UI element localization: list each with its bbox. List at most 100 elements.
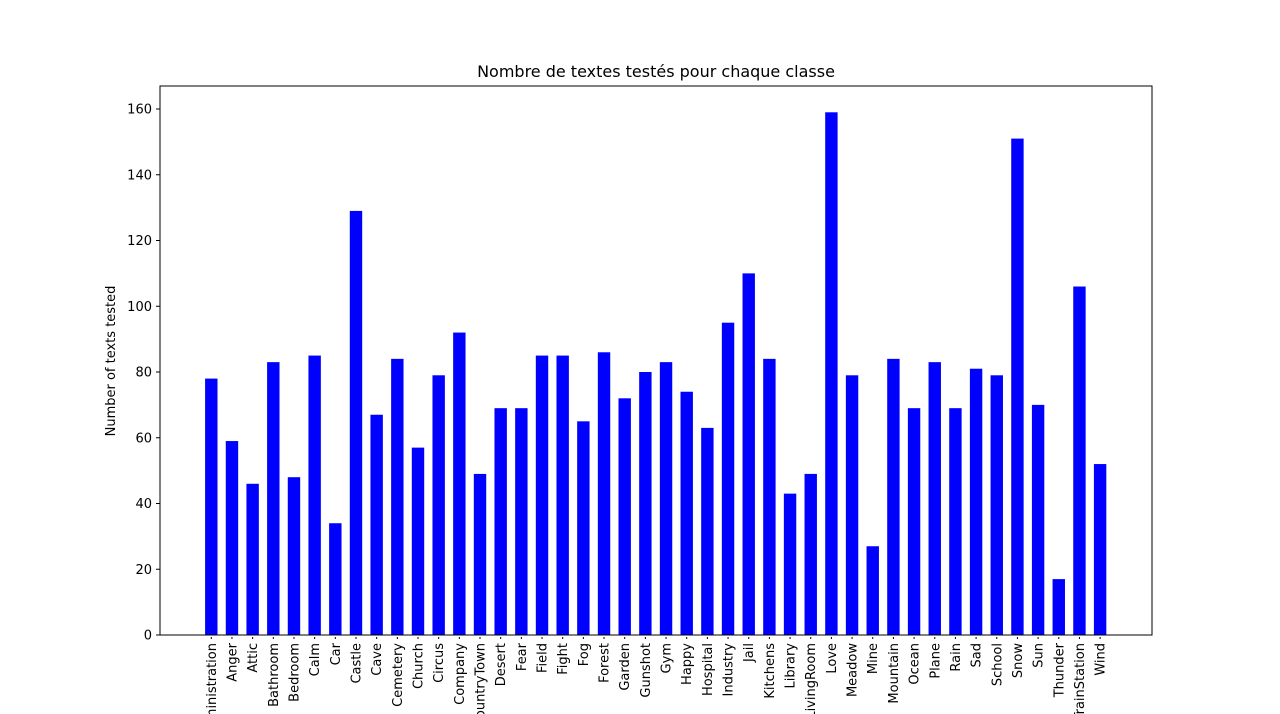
bar-castle	[349, 210, 363, 636]
x-tick-label: Hospital	[701, 643, 716, 696]
x-tick-label: Ocean	[908, 643, 923, 685]
bar-fight	[556, 355, 569, 635]
bar-sun	[1031, 404, 1045, 635]
bar-car	[329, 523, 342, 635]
y-tick-label: 0	[144, 629, 152, 644]
x-tick-label: Cave	[370, 643, 385, 676]
x-tick-label: Mountain	[887, 643, 902, 704]
bar-gym	[659, 362, 673, 635]
bar-bathroom	[267, 362, 280, 635]
y-tick-label: 100	[127, 300, 152, 315]
x-tick-label: Car	[329, 642, 344, 665]
x-tick-label: Circus	[432, 643, 447, 683]
bar-field	[535, 355, 549, 635]
x-tick-label: TrainStation	[1073, 643, 1088, 714]
bar-love	[825, 112, 838, 636]
bar-cave	[370, 414, 383, 635]
bar-administration	[205, 378, 218, 635]
x-tick-label: Company	[453, 643, 468, 705]
x-tick-label: LivingRoom	[804, 643, 819, 714]
bar-trainstation	[1073, 286, 1086, 635]
bar-sad	[969, 368, 983, 635]
bar-bedroom	[287, 477, 301, 635]
x-tick-label: Meadow	[846, 643, 861, 697]
bar-school	[990, 375, 1003, 635]
x-tick-label: Forest	[598, 643, 613, 683]
bar-wind	[1093, 464, 1107, 635]
y-tick-label: 60	[135, 431, 152, 446]
x-tick-label: Garden	[618, 643, 633, 691]
x-tick-label: Attic	[246, 643, 261, 673]
y-tick-label: 80	[135, 366, 152, 381]
x-tick-label: Wind	[1094, 643, 1109, 676]
x-tick-label: Cemetery	[391, 643, 406, 707]
x-tick-label: Industry	[722, 643, 737, 697]
bar-gunshot	[639, 372, 652, 635]
bar-church	[411, 447, 425, 635]
bar-cemetery	[391, 358, 404, 635]
x-tick-label: Library	[784, 643, 799, 689]
bar-ocean	[907, 408, 921, 635]
x-tick-label: Church	[412, 643, 427, 689]
bar-hospital	[701, 427, 714, 635]
bar-circus	[432, 375, 445, 635]
x-tick-label: Sun	[1032, 643, 1047, 668]
x-tick-label: Snow	[1011, 643, 1026, 678]
x-tick-label: Thunder	[1052, 642, 1067, 698]
y-tick-label: 160	[127, 103, 152, 118]
x-tick-label: Fog	[577, 643, 592, 666]
bar-anger	[225, 441, 239, 635]
x-tick-label: Plane	[928, 643, 943, 679]
bar-thunder	[1052, 579, 1065, 635]
bar-jail	[742, 273, 755, 635]
bar-meadow	[845, 375, 859, 635]
bar-library	[783, 493, 797, 635]
bar-garden	[618, 398, 631, 635]
y-tick-label: 40	[135, 497, 152, 512]
x-tick-label: Jail	[742, 643, 757, 663]
bar-desert	[494, 408, 507, 635]
x-axis-ticks: Administration Anger Attic Bathroom Bedroom C…	[205, 637, 1109, 714]
bar-fear	[515, 408, 528, 635]
bar-industry	[721, 322, 735, 635]
x-tick-label: Mine	[866, 643, 881, 674]
bar-mountain	[887, 358, 900, 635]
bar-forest	[597, 352, 611, 635]
x-tick-label: Kitchens	[763, 643, 778, 699]
x-tick-label: Gym	[660, 643, 675, 673]
bar-livingroom	[804, 473, 817, 635]
chart-title: Nombre de textes testés pour chaque clas…	[477, 62, 835, 81]
x-tick-label: Love	[825, 643, 840, 674]
x-tick-label: Desert	[494, 643, 509, 686]
bar-mine	[866, 546, 879, 635]
bar-calm	[308, 355, 321, 635]
x-tick-label: Sad	[970, 643, 985, 667]
bar-snow	[1011, 138, 1024, 635]
y-tick-label: 20	[135, 563, 152, 578]
x-tick-label: Gunshot	[639, 643, 654, 698]
x-tick-label: CountryTown	[474, 643, 489, 714]
bar-kitchens	[763, 358, 776, 635]
x-tick-label: Castle	[349, 643, 364, 684]
x-tick-label: Fight	[556, 643, 571, 675]
y-tick-label: 140	[127, 168, 152, 183]
y-axis-ticks: 0 20 40 60 80 100 120 140 160	[127, 103, 160, 644]
plot-area-frame	[159, 85, 1153, 636]
bar-fog	[577, 421, 590, 635]
bar-attic	[246, 483, 259, 635]
x-tick-label: Administration	[205, 643, 220, 714]
x-tick-label: Calm	[308, 643, 323, 676]
y-tick-label: 120	[127, 234, 152, 249]
y-axis-label: Number of texts tested	[104, 286, 119, 437]
x-tick-label: Happy	[680, 643, 695, 685]
x-tick-label: Rain	[949, 643, 964, 672]
x-tick-label: School	[990, 643, 1005, 686]
bar-company	[453, 332, 466, 635]
x-tick-label: Anger	[225, 642, 240, 681]
bar-plane	[928, 362, 941, 635]
bar-happy	[680, 391, 693, 635]
x-tick-label: Field	[536, 643, 551, 673]
x-tick-label: Bedroom	[287, 643, 302, 702]
bars	[205, 112, 1107, 636]
